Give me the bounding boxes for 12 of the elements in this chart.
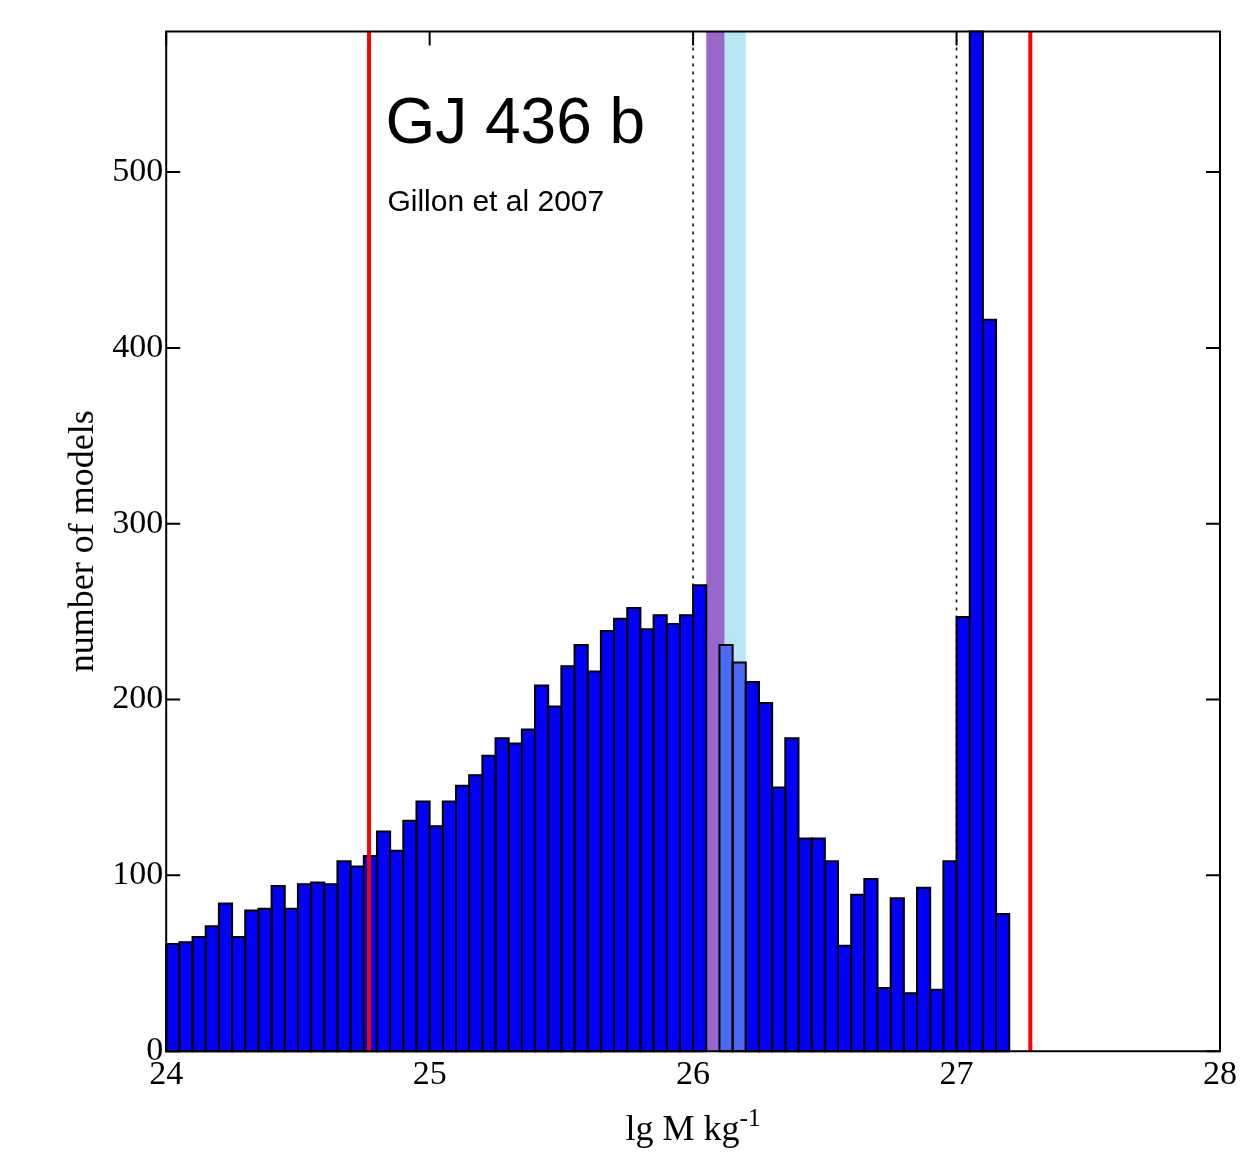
x-tick-label: 27: [939, 1053, 974, 1091]
x-tick-label: 25: [412, 1053, 447, 1091]
x-tick-label: 26: [676, 1053, 711, 1091]
text: GJ 436 b: [385, 85, 646, 158]
y-tick-label: 500: [112, 150, 164, 188]
annotation: Gillon et al 2007: [387, 184, 605, 218]
y-axis-title: number of models: [61, 410, 102, 673]
y-tick-label: 300: [112, 502, 164, 540]
y-tick-label: 400: [112, 326, 164, 364]
y-tick-label: 100: [112, 854, 164, 892]
x-tick-label: 28: [1203, 1053, 1237, 1091]
y-tick-label: 200: [112, 678, 164, 716]
